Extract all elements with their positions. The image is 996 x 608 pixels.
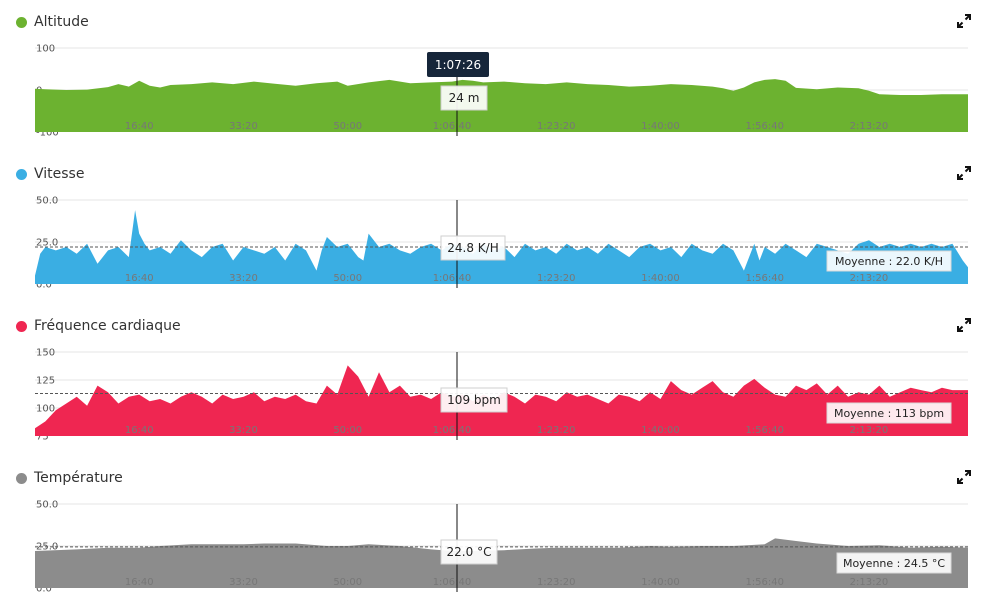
y-tick-label: 75 [36,432,49,443]
temperature-panel: Température 50.0 25.0 0.0 16:40 33:20 50:00 1:… [0,456,996,608]
temperature-title-row: Température [16,468,123,488]
tooltip-value: 24 m [449,91,480,105]
x-tick-label: 50:00 [333,121,362,132]
x-tick-label: 1:56:40 [745,121,784,132]
y-tick-label: -100 [36,128,59,139]
heart-rate-title-row: Fréquence cardiaque [16,316,181,336]
temperature-legend-dot [16,472,27,484]
x-tick-label: 1:23:20 [537,273,576,284]
x-tick-label: 1:23:20 [537,121,576,132]
x-tick-label: 1:56:40 [745,273,784,284]
x-tick-label: 1:56:40 [745,425,784,436]
heart-rate-chart: 150 125 100 75 16:40 33:20 50:00 1:06:40 1:23:20… [35,348,968,443]
tooltip-box [440,235,506,261]
x-tick-label: 1:40:00 [641,577,680,588]
speed-legend-dot [16,168,27,180]
x-tick-label: 2:13:20 [850,273,889,284]
altitude-title: Altitude [34,14,89,30]
x-tick-label: 33:20 [229,577,258,588]
heart-rate-title: Fréquence cardiaque [34,318,181,334]
x-tick-label: 16:40 [125,577,154,588]
mean-label: Moyenne : 24.5 °C [843,557,945,570]
y-tick-label: 50.0 [36,196,58,207]
expand-icon[interactable] [956,165,972,181]
speed-title: Vitesse [34,166,85,182]
x-tick-label: 1:23:20 [537,577,576,588]
x-tick-label: 2:13:20 [850,121,889,132]
y-tick-label: 25.0 [36,238,58,249]
altitude-title-row: Altitude [16,12,89,32]
y-tick-label: 100 [36,404,55,415]
temperature-area [35,538,968,588]
speed-panel: Vitesse 50.0 25.0 0.0 16:40 33:20 50:00 1:06:4… [0,152,996,304]
y-tick-label: 150 [36,348,55,359]
heart-rate-panel: Fréquence cardiaque 150 125 100 75 16:40 33:2… [0,304,996,456]
y-tick-label: 50.0 [36,500,58,511]
y-tick-label: 125 [36,376,55,387]
y-tick-label: 100 [36,44,55,55]
tooltip-value: 109 bpm [447,393,501,407]
mean-label: Moyenne : 22.0 K/H [835,255,943,268]
x-tick-label: 50:00 [333,273,362,284]
expand-icon[interactable] [956,469,972,485]
x-tick-label: 16:40 [125,121,154,132]
tooltip-box [440,387,508,413]
x-tick-label: 50:00 [333,577,362,588]
altitude-legend-dot [16,16,27,28]
expand-icon[interactable] [956,13,972,29]
x-tick-label: 2:13:20 [850,577,889,588]
mean-label-box [836,552,952,574]
x-tick-label: 1:56:40 [745,577,784,588]
x-tick-label: 16:40 [125,273,154,284]
x-tick-label: 16:40 [125,425,154,436]
x-tick-label: 1:40:00 [641,121,680,132]
expand-icon[interactable] [956,317,972,333]
tooltip-box [440,85,488,111]
x-tick-label: 1:40:00 [641,425,680,436]
x-tick-label: 33:20 [229,121,258,132]
x-tick-label: 1:06:40 [433,121,472,132]
x-tick-label: 33:20 [229,273,258,284]
x-tick-label: 1:06:40 [433,425,472,436]
tooltip-value: 24.8 K/H [447,241,498,255]
x-tick-label: 1:06:40 [433,273,472,284]
speed-area [35,210,968,284]
cursor-time-box [427,52,489,77]
altitude-panel: Altitude 1000-10016:4033:2050:001:06:401… [0,0,996,152]
x-tick-label: 2:13:20 [850,425,889,436]
mean-label: Moyenne : 113 bpm [834,407,944,420]
temperature-title: Température [34,470,123,486]
x-tick-label: 1:06:40 [433,577,472,588]
temperature-chart: 50.025.00.016:40 33:20 50:00 1:06:40 1:23:20… [35,500,968,595]
y-tick-label: 0.0 [36,280,52,291]
speed-title-row: Vitesse [16,164,84,184]
x-tick-label: 33:20 [229,425,258,436]
cursor-time-label: 1:07:26 [435,58,481,72]
altitude-area [35,79,968,132]
heart-rate-legend-dot [16,320,27,332]
mean-label-box [826,250,952,272]
y-tick-label: 0.0 [36,584,52,595]
x-tick-label: 1:23:20 [537,425,576,436]
speed-chart: 50.0 25.0 0.0 16:40 33:20 50:00 1:06:40 1:23:20… [35,196,968,291]
mean-label-box [826,402,952,424]
tooltip-value: 22.0 °C [447,545,492,559]
tooltip-box [440,539,498,565]
x-tick-label: 1:40:00 [641,273,680,284]
x-tick-label: 50:00 [333,425,362,436]
altitude-chart: 1000-10016:4033:2050:001:06:401:23:201:4… [35,44,968,139]
